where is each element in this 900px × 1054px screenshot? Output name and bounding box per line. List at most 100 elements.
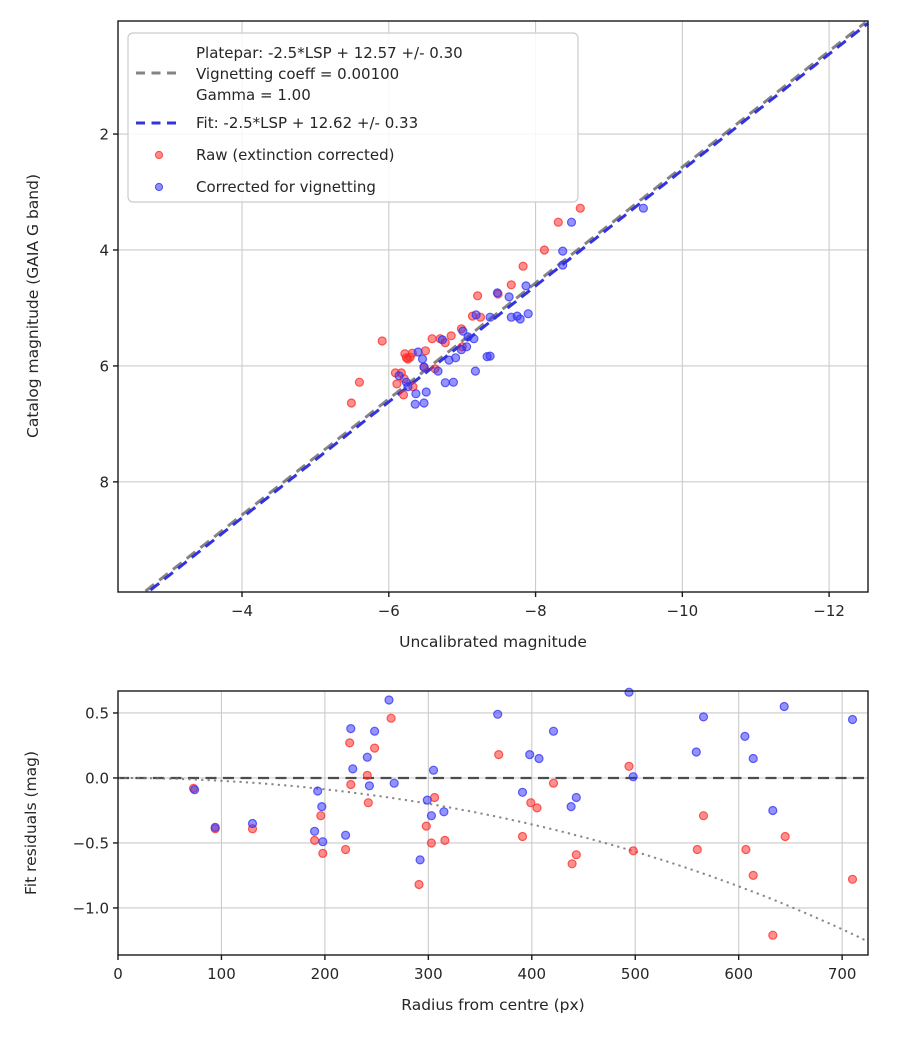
y-tick-label: 8 <box>99 473 109 491</box>
fit-line <box>149 22 869 592</box>
scatter-point-corrected <box>571 792 581 803</box>
scatter-point-corrected <box>415 855 425 865</box>
bottom-chart-model-lines <box>118 776 869 943</box>
scatter-point-corrected <box>485 312 495 322</box>
bottom-chart-scatter <box>188 687 858 940</box>
scatter-point-raw <box>341 844 351 855</box>
scatter-point-corrected <box>566 217 577 227</box>
scatter-point-raw <box>316 811 326 821</box>
x-tick-label: −4 <box>231 602 253 620</box>
scatter-point-corrected <box>439 807 449 817</box>
scatter-point-corrected <box>426 811 436 821</box>
legend-platepar-label-line1: Platepar: -2.5*LSP + 12.57 +/- 0.30 <box>196 44 463 62</box>
legend: Platepar: -2.5*LSP + 12.57 +/- 0.30 Vign… <box>127 32 579 203</box>
vignetting-model-curve <box>118 777 869 943</box>
bottom-chart: 0 100 200 300 400 500 600 700 0.5 0.0 −0.5 −1.0 Rad… <box>22 687 869 1014</box>
top-chart-fit-lines <box>144 21 869 593</box>
scatter-point-corrected <box>394 371 404 381</box>
scatter-point-corrected <box>247 818 258 829</box>
scatter-point-corrected <box>413 347 423 357</box>
scatter-point-corrected <box>348 764 358 774</box>
scatter-point-raw <box>400 349 410 359</box>
scatter-point-corrected <box>779 701 789 712</box>
scatter-point-corrected <box>362 752 372 762</box>
scatter-point-raw <box>370 743 380 753</box>
scatter-point-raw <box>346 779 356 790</box>
scatter-point-raw <box>692 844 702 855</box>
scatter-point-corrected <box>458 326 468 336</box>
scatter-point-raw <box>548 778 559 788</box>
scatter-point-corrected <box>638 203 649 213</box>
scatter-point-corrected <box>313 786 323 796</box>
scatter-point-raw <box>575 203 585 213</box>
scatter-point-raw <box>377 336 387 346</box>
scatter-point-corrected <box>521 281 531 291</box>
scatter-point-raw <box>392 379 402 389</box>
scatter-point-corrected <box>437 335 447 345</box>
scatter-point-raw <box>427 334 437 344</box>
scatter-point-corrected <box>384 695 394 705</box>
scatter-point-raw <box>698 811 709 821</box>
scatter-point-raw <box>414 879 424 890</box>
scatter-point-corrected <box>421 387 431 397</box>
scatter-point-corrected <box>317 801 327 812</box>
scatter-point-corrected <box>410 399 420 409</box>
scatter-point-raw <box>571 850 581 860</box>
legend-corrected-marker <box>154 182 164 192</box>
scatter-point-raw <box>440 835 450 846</box>
scatter-point-raw <box>506 280 516 290</box>
scatter-point-corrected <box>740 731 750 742</box>
scatter-point-corrected <box>628 772 638 782</box>
legend-box <box>127 32 579 203</box>
plot-border <box>117 690 869 956</box>
x-tick-label: 300 <box>414 965 443 983</box>
scatter-point-raw <box>446 331 456 341</box>
x-tick-label: 100 <box>207 965 236 983</box>
scatter-point-corrected <box>428 765 439 775</box>
scatter-point-raw <box>532 803 542 813</box>
y-tick-label: 6 <box>99 357 109 375</box>
x-tick-label: 600 <box>724 965 753 983</box>
top-xaxis-label: Uncalibrated magnitude <box>399 633 587 651</box>
bottom-chart-grid <box>117 691 868 955</box>
scatter-point-corrected <box>558 246 568 256</box>
scatter-point-raw <box>386 713 396 723</box>
scatter-point-corrected <box>440 378 450 388</box>
scatter-point-raw <box>346 398 356 408</box>
scatter-point-corrected <box>433 366 443 376</box>
scatter-point-corrected <box>470 366 480 376</box>
scatter-point-raw <box>553 217 563 227</box>
scatter-point-corrected <box>492 288 502 298</box>
scatter-point-corrected <box>534 753 544 764</box>
y-tick-label: −1.0 <box>73 899 109 917</box>
scatter-point-raw <box>847 874 858 884</box>
scatter-point-corrected <box>364 781 374 791</box>
legend-raw-marker <box>154 150 164 160</box>
scatter-point-raw <box>420 346 431 356</box>
x-tick-label: −12 <box>813 602 845 620</box>
top-chart-scatter <box>346 203 649 409</box>
scatter-point-raw <box>421 821 431 831</box>
platepar-line <box>144 21 867 593</box>
scatter-point-corrected <box>566 801 576 812</box>
scatter-point-raw <box>426 838 436 848</box>
scatter-point-corrected <box>341 830 351 840</box>
bottom-yaxis-label: Fit residuals (mag) <box>22 751 40 895</box>
scatter-point-corrected <box>389 778 399 788</box>
x-tick-label: −10 <box>667 602 699 620</box>
scatter-point-corrected <box>504 292 514 302</box>
y-tick-label: 2 <box>99 126 109 144</box>
scatter-point-corrected <box>463 332 473 342</box>
scatter-point-corrected <box>624 687 634 697</box>
top-chart-axes: −4 −6 −8 −10 −12 2 4 6 8 <box>99 20 869 620</box>
scatter-point-raw <box>345 738 355 748</box>
scatter-point-corrected <box>698 712 709 722</box>
scatter-point-corrected <box>768 805 778 816</box>
scatter-point-corrected <box>419 362 429 372</box>
scatter-point-raw <box>517 831 528 842</box>
scatter-point-raw <box>539 245 550 255</box>
x-tick-label: −6 <box>378 602 400 620</box>
scatter-point-raw <box>624 761 634 771</box>
